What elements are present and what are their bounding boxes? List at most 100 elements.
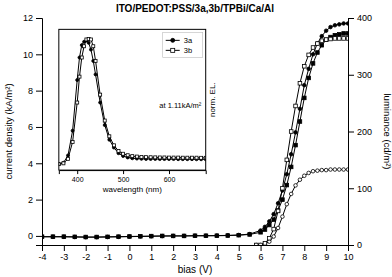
inset-y-axis-title: norm. EL. — [208, 82, 217, 117]
point — [108, 135, 111, 138]
point — [177, 156, 180, 159]
point — [324, 38, 328, 42]
point — [67, 157, 70, 160]
point — [78, 75, 81, 78]
point — [329, 25, 333, 29]
tick: 4 — [215, 245, 220, 262]
tick: 100 — [348, 184, 372, 194]
point — [276, 226, 280, 230]
tick: 500 — [118, 170, 130, 183]
point — [281, 186, 285, 190]
point — [163, 156, 166, 159]
point — [195, 156, 198, 159]
tick-label: 4 — [215, 252, 220, 262]
point — [298, 120, 302, 124]
point — [171, 234, 175, 238]
point — [167, 156, 170, 159]
tick-mark — [36, 200, 42, 201]
point — [149, 156, 152, 159]
axis-line — [59, 171, 206, 175]
chart: -4-3-2-101234567891002468101201002003004… — [0, 0, 392, 277]
point — [311, 169, 315, 173]
point — [200, 156, 203, 159]
legend-label: 3b — [184, 46, 192, 55]
point — [337, 168, 341, 172]
tick-mark — [86, 245, 87, 251]
point — [320, 43, 324, 47]
point — [84, 235, 88, 239]
tick-label: 5 — [237, 252, 242, 262]
tick-label: 1 — [149, 252, 154, 262]
tick-mark — [123, 170, 124, 174]
point — [272, 212, 276, 216]
point — [333, 168, 337, 172]
series-line — [256, 38, 348, 245]
point — [117, 149, 120, 152]
point — [268, 223, 272, 227]
point — [254, 243, 258, 245]
tick-label: 9 — [324, 252, 329, 262]
tick-mark — [195, 245, 196, 251]
point — [268, 220, 272, 224]
point — [320, 39, 324, 43]
series-line — [256, 170, 348, 245]
point — [285, 158, 289, 162]
tick-mark — [348, 132, 354, 133]
point — [294, 143, 298, 147]
point — [145, 156, 148, 159]
tick-label: 200 — [357, 127, 372, 137]
tick-label: 8 — [28, 86, 33, 96]
tick: 2 — [28, 195, 42, 205]
point — [84, 235, 88, 239]
tick: 0 — [28, 231, 42, 241]
tick-mark — [36, 163, 42, 164]
y-axis-title: current density (kA/m²) — [3, 83, 14, 179]
inset-frame — [59, 29, 206, 170]
point — [294, 104, 298, 108]
point — [160, 234, 164, 238]
point — [281, 198, 285, 202]
x-axis: -4-3-2-1012345678910 — [38, 245, 353, 262]
point — [289, 130, 293, 134]
point — [171, 234, 175, 238]
tick-label: -3 — [60, 252, 68, 262]
point — [272, 235, 276, 239]
y2-axis-title: luminance (cd/m²) — [382, 93, 392, 169]
point — [62, 162, 65, 165]
point — [285, 172, 289, 176]
tick: 2 — [171, 245, 176, 262]
tick-mark — [282, 245, 283, 251]
point — [131, 155, 134, 158]
point — [62, 161, 65, 164]
tick-mark — [304, 245, 305, 251]
point — [272, 218, 276, 222]
inset: 400500600wavelength (nm)norm. EL.3a3bat … — [57, 29, 216, 194]
point — [316, 42, 320, 46]
tick: 8 — [302, 245, 307, 262]
point — [302, 96, 306, 100]
point — [237, 233, 241, 237]
tick: 200 — [348, 127, 372, 137]
point — [135, 155, 138, 158]
point — [311, 53, 315, 57]
point — [285, 183, 289, 187]
point — [324, 29, 328, 33]
point — [342, 32, 346, 36]
tick: 400 — [348, 13, 372, 23]
point — [316, 169, 320, 173]
tick: 8 — [28, 86, 42, 96]
tick: -3 — [60, 245, 68, 262]
point — [158, 156, 161, 159]
point — [259, 243, 263, 245]
point — [307, 76, 311, 80]
point — [329, 37, 333, 41]
point — [160, 234, 164, 238]
point — [51, 235, 55, 239]
series-line — [59, 39, 206, 164]
point — [298, 178, 302, 182]
point — [204, 234, 208, 238]
point — [51, 235, 55, 239]
tick-label: 10 — [343, 252, 353, 262]
point — [276, 209, 280, 213]
point — [342, 168, 346, 172]
